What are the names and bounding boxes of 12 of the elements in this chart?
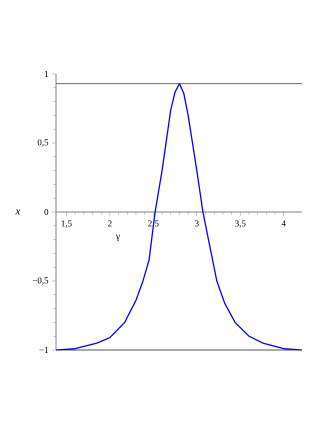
x-tick-label: 3 [195, 220, 199, 226]
y-tick-label: −0,5 [32, 277, 48, 285]
x-axis-title: γ [116, 234, 120, 242]
y-tick-label: −1 [39, 347, 48, 353]
x-tick-label: 2 [108, 220, 112, 226]
x-tick-label: 3,5 [235, 220, 246, 228]
x-tick-label: 4 [282, 220, 286, 226]
y-tick-label: 1 [44, 71, 48, 77]
y-axis-title: x [15, 209, 20, 215]
y-tick-label: 0 [44, 208, 48, 216]
x-tick-label: 1,5 [62, 220, 72, 228]
y-tick-label: 0,5 [38, 139, 48, 147]
